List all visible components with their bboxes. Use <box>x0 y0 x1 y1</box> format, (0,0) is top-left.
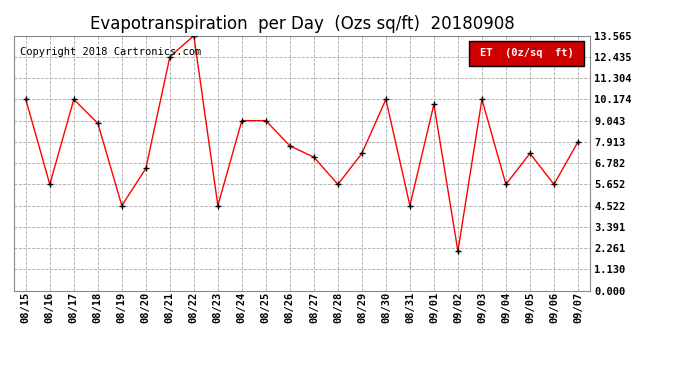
Title: Evapotranspiration  per Day  (Ozs sq/ft)  20180908: Evapotranspiration per Day (Ozs sq/ft) 2… <box>90 15 514 33</box>
FancyBboxPatch shape <box>469 41 584 66</box>
Text: ET  (0z/sq  ft): ET (0z/sq ft) <box>480 48 573 58</box>
Text: Copyright 2018 Cartronics.com: Copyright 2018 Cartronics.com <box>19 47 201 57</box>
